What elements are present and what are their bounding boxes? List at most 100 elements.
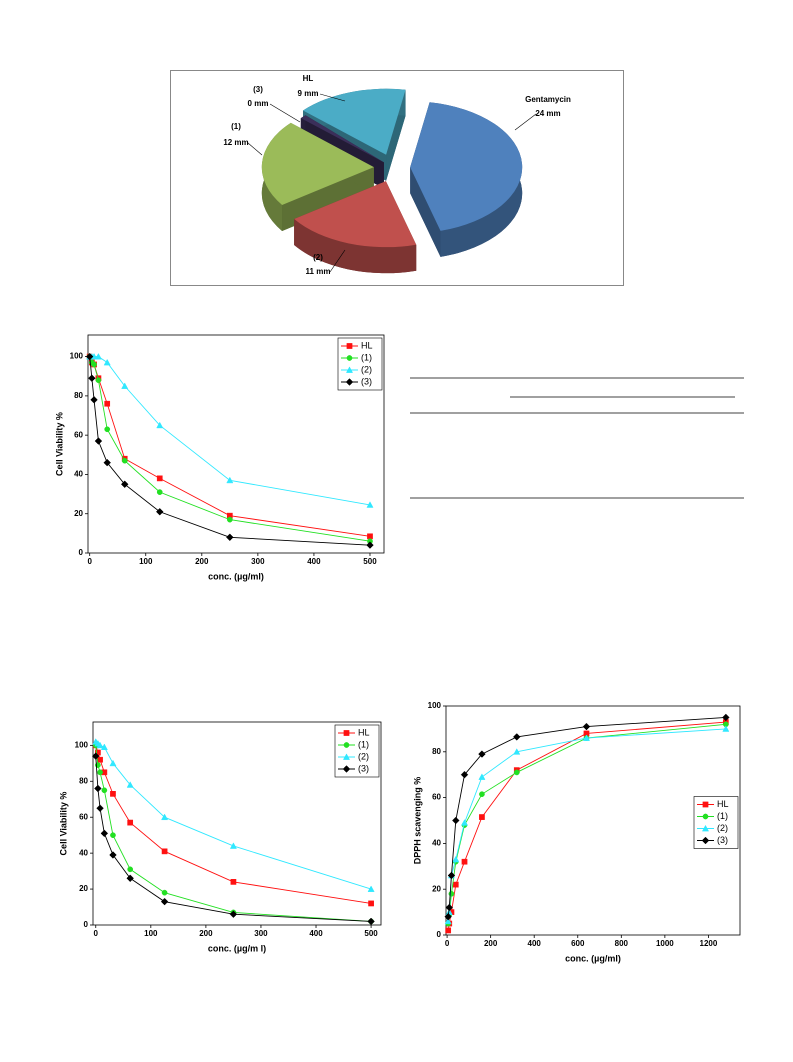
- legend-label: (2): [358, 751, 369, 761]
- y-axis-label: Cell Viability %: [58, 792, 68, 856]
- slice-label: (1): [231, 122, 241, 131]
- x-tick-label: 1000: [656, 939, 674, 948]
- slice-value-label: 0 mm: [248, 99, 269, 108]
- legend-box: [693, 796, 739, 849]
- marker: [513, 748, 521, 755]
- x-tick-label: 100: [144, 929, 158, 938]
- marker: [367, 885, 375, 892]
- y-tick-label: 60: [79, 812, 88, 821]
- legend-label: HL: [717, 799, 729, 809]
- slice-side: [294, 219, 417, 274]
- x-tick-label: 0: [445, 939, 450, 948]
- y-tick-label: 100: [75, 740, 89, 749]
- y-tick-label: 60: [74, 430, 83, 439]
- leader-line: [514, 113, 537, 131]
- legend-label: (2): [361, 364, 372, 374]
- marker: [160, 897, 169, 906]
- slice-label: HL: [303, 74, 314, 83]
- slice-label: (3): [253, 85, 263, 94]
- marker: [161, 848, 168, 855]
- marker: [126, 781, 134, 788]
- empty-table: [410, 377, 744, 499]
- legend-label: HL: [358, 727, 370, 737]
- marker: [447, 871, 456, 880]
- marker: [444, 917, 452, 925]
- legend-marker: [343, 742, 350, 748]
- marker: [97, 756, 103, 763]
- slice-label: (2): [313, 253, 323, 262]
- x-tick-label: 200: [195, 557, 209, 566]
- y-tick-label: 0: [84, 920, 89, 929]
- marker: [121, 457, 128, 464]
- marker: [91, 752, 100, 760]
- marker: [513, 733, 521, 741]
- x-tick-label: 1200: [700, 939, 718, 948]
- leader-line: [269, 103, 301, 123]
- marker: [100, 743, 108, 750]
- y-tick-label: 40: [432, 839, 441, 848]
- marker: [479, 791, 485, 798]
- marker: [97, 769, 103, 776]
- marker: [127, 866, 134, 873]
- marker: [94, 437, 103, 445]
- y-tick-label: 80: [74, 391, 83, 400]
- marker: [229, 842, 237, 849]
- marker: [452, 855, 460, 863]
- x-axis-label: conc. (µg/ml): [208, 571, 264, 581]
- marker: [94, 352, 102, 360]
- slice: [300, 115, 384, 163]
- plot-frame: [87, 334, 385, 554]
- x-tick-label: 400: [307, 557, 321, 566]
- marker: [368, 900, 374, 907]
- slice-value-label: 11 mm: [306, 267, 331, 276]
- leader-line: [329, 249, 346, 273]
- x-tick-label: 400: [528, 939, 542, 948]
- marker: [452, 881, 459, 888]
- marker: [110, 832, 116, 839]
- y-tick-label: 20: [79, 884, 88, 893]
- series-line: [447, 721, 726, 931]
- marker: [156, 421, 164, 429]
- marker: [226, 516, 233, 523]
- marker: [366, 541, 374, 549]
- legend-box: [337, 337, 383, 391]
- marker: [90, 396, 98, 404]
- marker: [452, 816, 460, 825]
- legend-marker: [345, 378, 354, 386]
- marker: [582, 734, 590, 741]
- legend-marker: [701, 824, 710, 832]
- marker: [109, 759, 117, 767]
- slice: [294, 181, 417, 248]
- legend-marker: [702, 813, 709, 820]
- legend-label: (3): [717, 835, 728, 845]
- marker: [722, 713, 730, 722]
- slice-edge: [410, 167, 441, 257]
- marker: [445, 927, 452, 934]
- x-tick-label: 800: [615, 939, 629, 948]
- x-tick-label: 0: [87, 557, 92, 566]
- series-line: [95, 741, 372, 890]
- marker: [100, 829, 109, 838]
- legend-label: (1): [361, 352, 372, 362]
- marker: [461, 858, 468, 865]
- y-tick-label: 60: [432, 793, 441, 802]
- legend-marker: [346, 343, 353, 349]
- series-line: [447, 717, 726, 917]
- y-tick-label: 20: [74, 509, 83, 518]
- marker: [478, 773, 486, 780]
- marker: [444, 912, 452, 921]
- x-tick-label: 100: [139, 557, 153, 566]
- leader-line: [247, 142, 263, 156]
- marker: [85, 352, 94, 361]
- x-tick-label: 500: [363, 557, 377, 566]
- x-tick-label: 0: [94, 929, 99, 938]
- marker: [95, 377, 102, 384]
- marker: [121, 382, 129, 389]
- series-line: [447, 728, 726, 922]
- marker: [479, 814, 485, 820]
- marker: [367, 917, 375, 926]
- marker: [161, 813, 169, 821]
- x-tick-label: 300: [251, 557, 265, 566]
- marker: [460, 819, 469, 826]
